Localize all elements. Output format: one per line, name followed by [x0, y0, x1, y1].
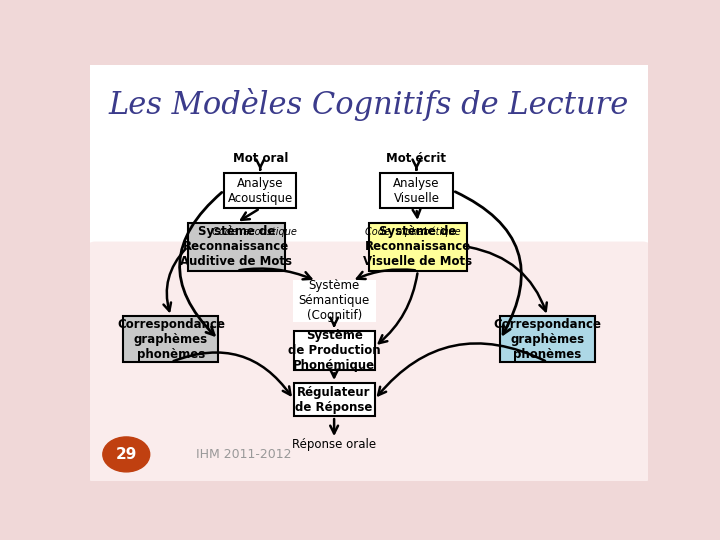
FancyBboxPatch shape — [87, 241, 651, 483]
FancyBboxPatch shape — [500, 316, 595, 362]
Text: 29: 29 — [116, 447, 137, 462]
FancyBboxPatch shape — [380, 173, 453, 208]
FancyBboxPatch shape — [87, 63, 651, 483]
Text: Mot oral: Mot oral — [233, 152, 288, 165]
Text: Correspondance
graphèmes
phonèmes: Correspondance graphèmes phonèmes — [117, 318, 225, 361]
Text: Code  alphabétique: Code alphabétique — [365, 227, 460, 237]
Text: Régulateur
de Réponse: Régulateur de Réponse — [295, 386, 373, 414]
Text: Système
de Production
Phonémique: Système de Production Phonémique — [288, 329, 380, 372]
Text: IHM 2011-2012: IHM 2011-2012 — [196, 448, 292, 461]
Text: Système de
Reconnaissance
Auditive de Mots: Système de Reconnaissance Auditive de Mo… — [181, 225, 292, 268]
FancyBboxPatch shape — [294, 383, 374, 416]
Text: Système de
Reconnaissance
Visuelle de Mots: Système de Reconnaissance Visuelle de Mo… — [364, 225, 472, 268]
Text: Réponse orale: Réponse orale — [292, 438, 377, 451]
FancyBboxPatch shape — [294, 331, 374, 370]
FancyBboxPatch shape — [369, 223, 467, 271]
Text: Analyse
Acoustique: Analyse Acoustique — [228, 177, 293, 205]
Text: Mot écrit: Mot écrit — [387, 152, 446, 165]
Text: Correspondance
graphèmes
phonèmes: Correspondance graphèmes phonèmes — [494, 318, 601, 361]
FancyBboxPatch shape — [294, 281, 374, 321]
Text: Code  acoustique: Code acoustique — [212, 227, 297, 237]
Text: Système
Sémantique
(Cognitif): Système Sémantique (Cognitif) — [299, 279, 370, 322]
FancyBboxPatch shape — [188, 223, 285, 271]
Text: Les Modèles Cognitifs de Lecture: Les Modèles Cognitifs de Lecture — [109, 88, 629, 121]
Text: Analyse
Visuelle: Analyse Visuelle — [393, 177, 440, 205]
FancyBboxPatch shape — [224, 173, 297, 208]
FancyBboxPatch shape — [124, 316, 218, 362]
Circle shape — [103, 437, 150, 472]
